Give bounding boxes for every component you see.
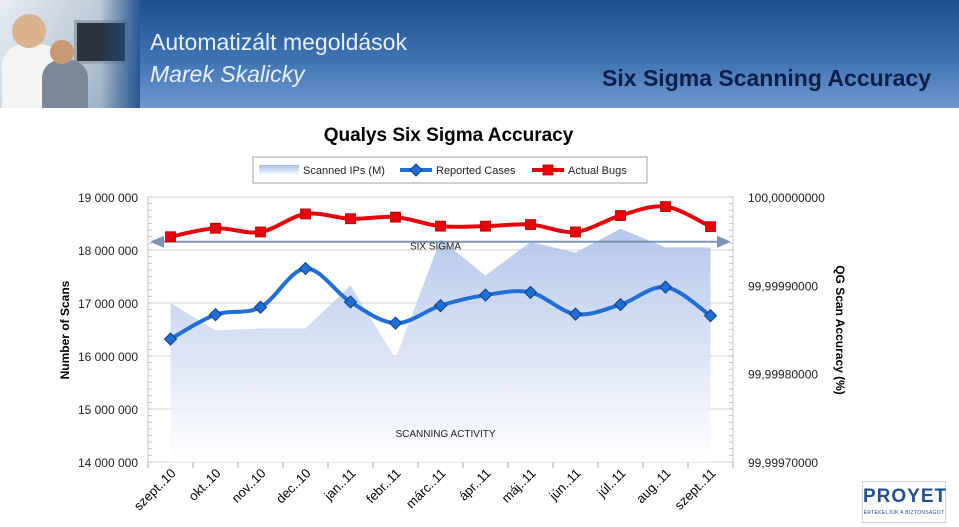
actual-bugs-point <box>435 220 446 232</box>
reported-cases-point <box>388 316 403 330</box>
legend-swatch-area <box>259 165 299 175</box>
reported-cases-point <box>658 280 673 294</box>
person-head-shape <box>50 40 74 64</box>
y-tick-label: 16 000 000 <box>78 350 138 364</box>
reported-cases-point <box>478 288 493 302</box>
y2-tick-label: 99,99980000 <box>748 368 818 382</box>
x-tick-label: febr..11 <box>363 466 404 507</box>
y2-axis-title: QG Scan Accuracy (%) <box>833 265 847 395</box>
reported-cases-point <box>523 285 538 300</box>
x-tick-label: jan..11 <box>320 466 358 504</box>
x-tick-label: júl..11 <box>593 466 628 501</box>
y2-tick-label: 100,00000000 <box>748 191 825 205</box>
y-tick-label: 17 000 000 <box>78 297 138 311</box>
reported-cases-point <box>208 307 223 322</box>
chart: Qualys Six Sigma Accuracy 19 000 000 18 00… <box>58 125 847 514</box>
x-tick-label: szept..10 <box>131 466 179 514</box>
photo-fade <box>100 0 140 108</box>
legend-label: Reported Cases <box>436 165 516 177</box>
six-sigma-arrow-head <box>150 235 164 248</box>
chart-title: Qualys Six Sigma Accuracy <box>324 125 574 146</box>
y-axis-title: Number of Scans <box>58 280 72 379</box>
legend-label: Actual Bugs <box>568 165 627 177</box>
header-banner: Automatizált megoldások Marek Skalicky S… <box>0 0 959 108</box>
y-tick-label: 18 000 000 <box>78 244 138 258</box>
six-sigma-arrow-head <box>717 235 731 248</box>
y-tick-label: 14 000 000 <box>78 456 138 470</box>
x-tick-label: nov..10 <box>229 466 269 506</box>
actual-bugs-point <box>345 213 356 225</box>
header-photo <box>0 0 140 108</box>
y-tick-label: 15 000 000 <box>78 403 138 417</box>
logo-wordmark: PROYET <box>863 486 948 507</box>
proyet-logo: PROYET ÉRTÉKELJÜK A BIZTONSÁGOT <box>862 481 946 523</box>
actual-bugs-point <box>165 231 176 243</box>
actual-bugs-point <box>480 220 491 232</box>
scanning-activity-label: SCANNING ACTIVITY <box>395 429 495 440</box>
six-sigma-label: SIX SIGMA <box>410 242 461 253</box>
reported-cases-point <box>568 307 583 321</box>
x-tick-label: aug..11 <box>633 466 674 507</box>
legend-swatch-marker <box>542 164 554 176</box>
actual-bugs-point <box>255 226 266 238</box>
logo-tagline: ÉRTÉKELJÜK A BIZTONSÁGOT <box>863 510 945 516</box>
x-tick-label: dec..10 <box>273 466 314 507</box>
legend: Scanned IPs (M) Reported Cases Actual Bugs <box>252 156 648 184</box>
actual-bugs-point <box>570 226 581 238</box>
actual-bugs-point <box>390 211 401 223</box>
x-tick-label: márc..11 <box>403 466 449 512</box>
x-tick-label: ápr..11 <box>456 466 494 504</box>
legend-label: Scanned IPs (M) <box>303 165 385 177</box>
presentation-title: Automatizált megoldások <box>150 29 407 55</box>
reported-cases-point <box>613 297 628 312</box>
scanned-ips-area <box>170 228 711 462</box>
presentation-author: Marek Skalicky <box>150 61 305 87</box>
x-tick-label: okt..10 <box>185 466 223 504</box>
slide-topic: Six Sigma Scanning Accuracy <box>602 65 931 91</box>
reported-cases-point <box>343 295 358 309</box>
actual-bugs-point <box>210 222 221 234</box>
reported-cases-point <box>703 309 718 323</box>
reported-cases-point <box>163 332 178 346</box>
actual-bugs-point <box>615 210 626 221</box>
y2-tick-label: 99,99970000 <box>748 456 818 470</box>
actual-bugs-point <box>705 221 716 233</box>
y-tick-label: 19 000 000 <box>78 191 138 205</box>
reported-cases-point <box>433 298 448 313</box>
legend-box <box>252 156 648 184</box>
legend-swatch-marker <box>409 163 423 177</box>
actual-bugs-point <box>300 208 311 220</box>
person-body-shape <box>42 60 88 108</box>
x-tick-label: máj..11 <box>499 466 539 506</box>
x-tick-label: jún..11 <box>545 466 583 504</box>
y2-tick-label: 99,99990000 <box>748 279 818 293</box>
person-head-shape <box>12 14 46 48</box>
reported-cases-point <box>298 261 313 276</box>
actual-bugs-point <box>660 201 671 212</box>
reported-cases-point <box>253 300 268 314</box>
x-tick-label: szept..11 <box>671 466 718 513</box>
actual-bugs-point <box>525 219 536 230</box>
